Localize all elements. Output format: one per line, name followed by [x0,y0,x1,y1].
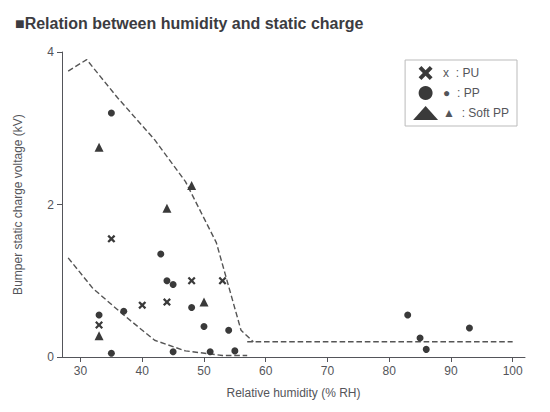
svg-text:4: 4 [47,45,54,59]
svg-text:60: 60 [259,364,273,378]
svg-text:0: 0 [47,350,54,364]
svg-text:Bumper static charge voltage (: Bumper static charge voltage (kV) [11,114,25,295]
svg-text:90: 90 [444,364,458,378]
svg-text:x : PU: x : PU [443,66,479,80]
svg-text:100: 100 [503,364,523,378]
svg-text:2: 2 [47,198,54,212]
svg-text:● : PP: ● : PP [443,86,480,100]
svg-text:■Relation between humidity and: ■Relation between humidity and static ch… [15,15,364,32]
svg-text:30: 30 [74,364,88,378]
svg-text:50: 50 [197,364,211,378]
svg-text:80: 80 [383,364,397,378]
svg-text:40: 40 [136,364,150,378]
svg-text:▲ : Soft PP: ▲ : Soft PP [443,106,509,120]
svg-text:Relative humidity (% RH): Relative humidity (% RH) [226,386,360,400]
svg-text:70: 70 [321,364,335,378]
